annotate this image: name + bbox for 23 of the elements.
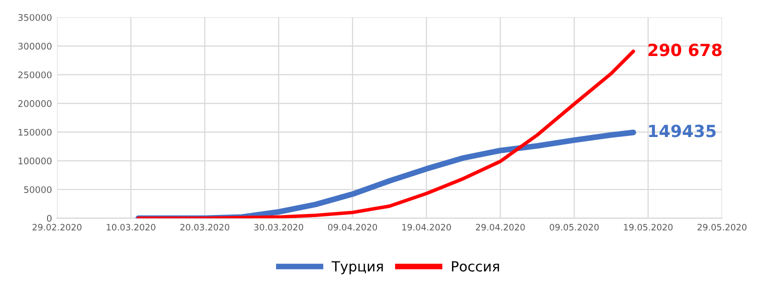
- x-tick-label: 30.03.2020: [254, 224, 304, 231]
- y-tick-label: 50000: [24, 186, 52, 194]
- x-tick-label: 29.02.2020: [32, 224, 82, 231]
- x-tick-label: 29.05.2020: [698, 224, 746, 231]
- x-tick-label: 29.04.2020: [476, 224, 525, 231]
- annotation: 149435: [649, 124, 716, 138]
- legend-label: Россия: [452, 261, 499, 272]
- legend-label: Турция: [332, 261, 383, 274]
- x-tick-label: 20.03.2020: [180, 224, 230, 231]
- y-tick-label: 300000: [18, 42, 52, 50]
- x-tick-label: 09.05.2020: [550, 224, 599, 231]
- x-tick-label: 09.04.2020: [328, 224, 378, 231]
- y-tick-label: 200000: [18, 100, 52, 107]
- x-tick-label: 19.04.2020: [402, 224, 451, 231]
- y-tick-label: 150000: [18, 128, 52, 136]
- x-tick-label: 10.03.2020: [106, 224, 156, 231]
- y-tick-label: 250000: [18, 71, 52, 78]
- y-tick-label: 350000: [18, 14, 52, 21]
- y-tick-label: 100000: [18, 158, 52, 164]
- x-tick-label: 19.05.2020: [624, 224, 673, 231]
- line-series: [136, 50, 636, 218]
- y-tick-label: 0: [46, 214, 52, 222]
- annotation: 290 678: [648, 44, 722, 56]
